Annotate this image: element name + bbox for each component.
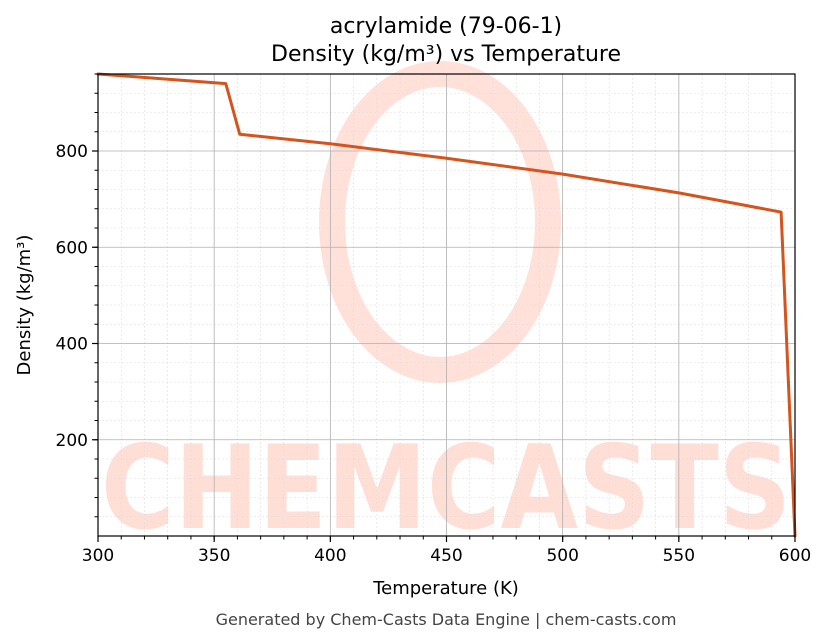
major-grid — [97, 74, 796, 536]
x-axis-label: Temperature (K) — [372, 578, 519, 599]
watermark-text: CHEMCASTS — [101, 421, 791, 556]
x-tick-label: 300 — [82, 546, 114, 566]
y-tick-label: 600 — [56, 238, 88, 258]
x-tick-label: 550 — [663, 546, 695, 566]
x-tick-label: 450 — [430, 546, 462, 566]
x-tick-label: 400 — [314, 546, 346, 566]
x-tick-label: 350 — [198, 546, 230, 566]
y-tick-label: 400 — [56, 335, 88, 355]
y-tick-label: 200 — [56, 431, 88, 451]
x-axis: 300 350 400 450 500 550 600 — [82, 536, 811, 566]
chart-subtitle: Density (kg/m³) vs Temperature — [271, 42, 621, 67]
x-tick-label: 600 — [779, 546, 811, 566]
series-layer — [96, 72, 797, 538]
density-series-line — [96, 72, 797, 538]
y-axis: 200 400 600 800 — [56, 73, 98, 518]
footer-text: Generated by Chem-Casts Data Engine | ch… — [216, 610, 677, 629]
watermark-ring — [319, 61, 561, 383]
y-tick-label: 800 — [56, 142, 88, 162]
y-axis-label: Density (kg/m³) — [14, 235, 35, 376]
watermark: CHEMCASTS — [101, 61, 791, 556]
chart-title: acrylamide (79-06-1) — [330, 14, 562, 39]
x-tick-label: 500 — [546, 546, 578, 566]
